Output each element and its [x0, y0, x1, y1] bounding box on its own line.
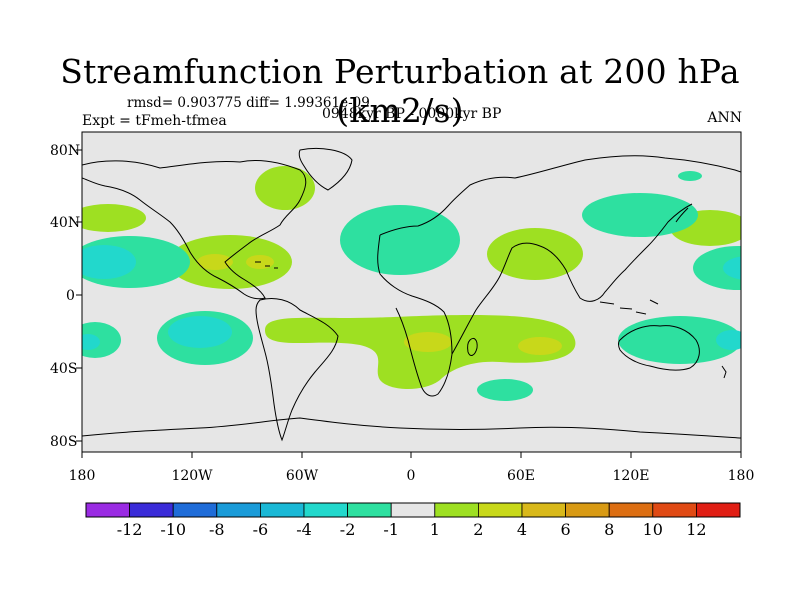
colorbar-frame	[85, 502, 741, 518]
contour-region	[618, 316, 741, 364]
latitude-axis: 80N 40N 0 40S 80S	[50, 143, 82, 450]
coastline-africa-asia-south	[451, 203, 693, 355]
contour-region	[265, 315, 576, 389]
lon-label-60w: 60W	[286, 468, 319, 484]
contour-region	[487, 228, 583, 280]
colorbar-swatch	[259, 502, 305, 518]
colorbar-label: -8	[209, 520, 225, 539]
colorbar-swatch	[85, 502, 130, 518]
map-background	[82, 132, 741, 452]
contour-region	[716, 330, 741, 350]
colorbar-label: -6	[253, 520, 269, 539]
colorbar-swatch	[565, 502, 610, 518]
colorbar-label: 4	[517, 520, 527, 539]
period-text: 0948kyr BP - 0000kyr BP	[322, 106, 502, 122]
lon-label-60e: 60E	[507, 468, 535, 484]
coastline-australia	[618, 325, 700, 371]
season-text: ANN	[707, 110, 742, 126]
experiment-text: Expt = tFmeh-tfmea	[82, 113, 227, 129]
lon-label-120w: 120W	[171, 468, 213, 484]
contour-region	[197, 254, 233, 270]
coastline-north-america	[82, 159, 307, 300]
map-title: Streamfunction Perturbation at 200 hPa (…	[60, 52, 740, 130]
lon-label-0: 0	[407, 468, 416, 484]
lon-label-180w: 180	[69, 468, 96, 484]
lat-label-0: 0	[66, 288, 75, 304]
lon-label-180e: 180	[728, 468, 755, 484]
contour-region	[82, 245, 136, 279]
colorbar-label: -10	[160, 520, 186, 539]
lat-label-40n: 40N	[50, 215, 80, 231]
lon-label-120e: 120E	[613, 468, 650, 484]
colorbar-swatch	[303, 502, 348, 518]
lat-label-80s: 80S	[50, 434, 77, 450]
colorbar-swatch	[216, 502, 261, 518]
colorbar-swatch	[608, 502, 654, 518]
contour-region	[255, 166, 315, 210]
lat-label-40s: 40S	[50, 361, 77, 377]
coastline-new-zealand	[721, 365, 727, 379]
contour-region	[723, 256, 741, 280]
coastlines	[82, 147, 741, 442]
coastline-eurasia-north	[379, 155, 741, 236]
colorbar-swatch	[434, 502, 479, 518]
colorbar-swatch	[477, 502, 523, 518]
colorbar: -12 -10 -8 -6 -4 -2 -1 1 2 4 6 8 10 12	[85, 502, 741, 539]
contour-region	[693, 246, 741, 290]
colorbar-label: -2	[340, 520, 356, 539]
colorbar-swatch	[129, 502, 174, 518]
colorbar-label: 8	[604, 520, 614, 539]
contour-region	[518, 337, 562, 355]
stats-text: rmsd= 0.903775 diff= 1.99361e-09	[127, 95, 370, 111]
colorbar-label: 12	[686, 520, 706, 539]
contour-region	[678, 171, 702, 181]
coastline-japan	[675, 207, 689, 223]
colorbar-label: 6	[561, 520, 571, 539]
coastline-greenland	[298, 147, 353, 191]
colorbar-swatch	[696, 502, 741, 518]
colorbar-label: 10	[643, 520, 663, 539]
colorbar-label: -4	[296, 520, 312, 539]
contour-region	[582, 193, 698, 237]
colorbar-swatch	[347, 502, 392, 518]
contour-fields	[82, 166, 741, 401]
colorbar-label: 2	[473, 520, 483, 539]
colorbar-swatch	[652, 502, 697, 518]
colorbar-label: 1	[430, 520, 440, 539]
contour-region	[477, 379, 533, 401]
colorbar-swatch	[521, 502, 566, 518]
contour-region	[82, 204, 146, 232]
coastline-caribbean	[255, 261, 278, 269]
contour-region	[340, 205, 460, 275]
contour-region	[168, 316, 232, 348]
contour-region	[82, 334, 100, 350]
longitude-axis: 180 120W 60W 0 60E 120E 180	[69, 452, 755, 484]
colorbar-label: -12	[117, 520, 143, 539]
colorbar-swatch	[390, 502, 436, 518]
lat-label-80n: 80N	[50, 143, 80, 159]
coastline-indonesia	[599, 299, 659, 315]
colorbar-swatch	[172, 502, 218, 518]
coastline-antarctica	[82, 417, 741, 439]
contour-region	[404, 332, 452, 352]
colorbar-label: -1	[383, 520, 399, 539]
coastline-south-america	[255, 297, 339, 442]
coastline-madagascar	[467, 337, 478, 356]
